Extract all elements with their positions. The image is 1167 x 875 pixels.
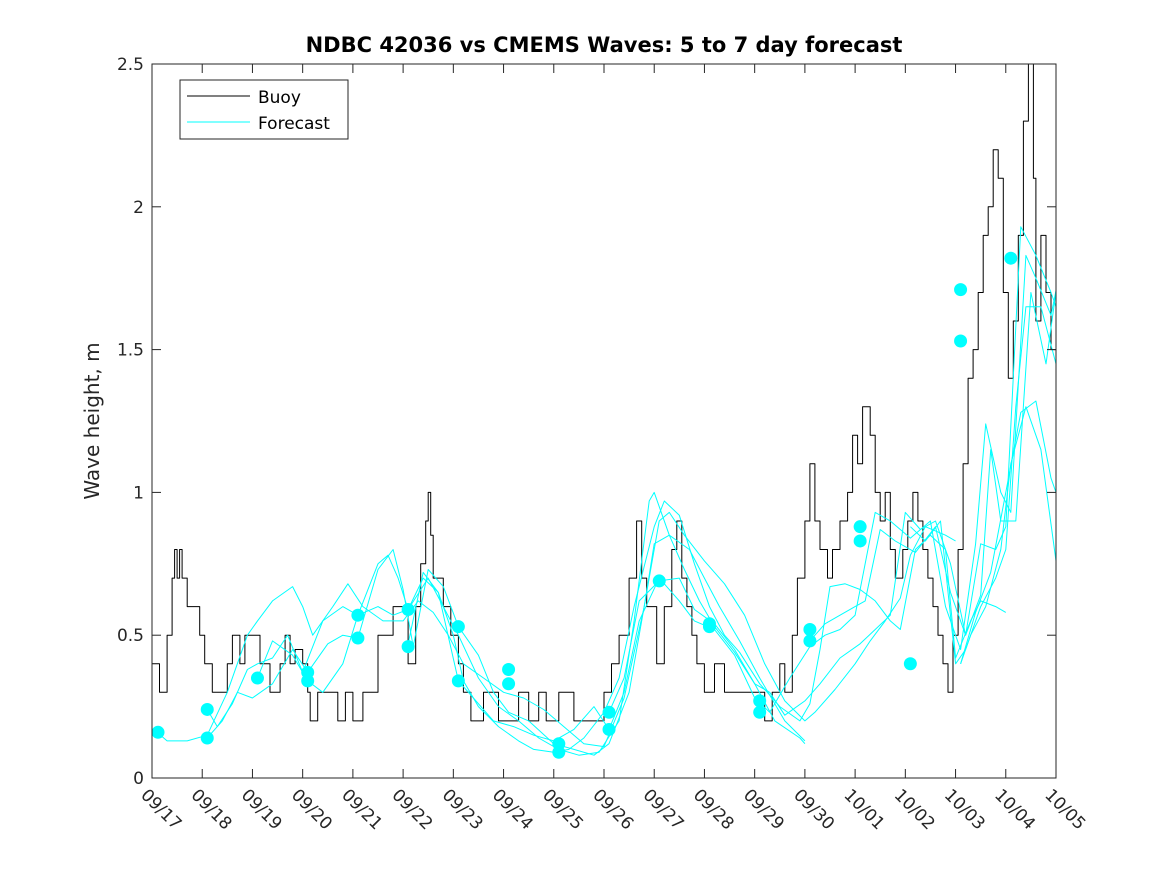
- forecast-series-line: [407, 254, 1056, 742]
- forecast-series-line: [206, 491, 806, 756]
- plot-area: [152, 64, 1056, 778]
- forecast-marker: [753, 705, 767, 719]
- legend: Buoy Forecast: [179, 79, 349, 140]
- forecast-marker: [401, 640, 415, 654]
- forecast-marker: [602, 722, 616, 736]
- forecast-series-line: [910, 306, 1056, 665]
- forecast-marker: [602, 705, 616, 719]
- forecast-marker: [200, 702, 214, 716]
- chart-title: NDBC 42036 vs CMEMS Waves: 5 to 7 day fo…: [306, 33, 903, 57]
- forecast-marker: [1004, 251, 1018, 265]
- legend-buoy-label: Buoy: [258, 88, 301, 108]
- forecast-marker: [451, 620, 465, 634]
- forecast-series-line: [608, 287, 1056, 716]
- forecast-series-line: [156, 534, 806, 748]
- forecast-marker: [702, 620, 716, 634]
- forecast-marker: [451, 674, 465, 688]
- forecast-series-line: [257, 500, 1007, 753]
- forecast-marker: [152, 725, 165, 739]
- forecast-marker: [954, 334, 968, 348]
- forecast-marker: [351, 608, 365, 622]
- forecast-marker: [753, 694, 767, 708]
- forecast-marker: [803, 622, 817, 636]
- y-tick-label: 1.5: [117, 341, 144, 361]
- forecast-marker: [652, 574, 666, 588]
- buoy-series-line: [152, 64, 1056, 722]
- forecast-marker: [803, 634, 817, 648]
- legend-box: [179, 79, 349, 140]
- forecast-marker: [200, 731, 214, 745]
- forecast-marker: [502, 677, 516, 691]
- forecast-marker: [401, 602, 415, 616]
- forecast-marker: [351, 631, 365, 645]
- forecast-series-line: [206, 511, 956, 756]
- y-tick-label: 0.5: [117, 626, 144, 646]
- y-tick-label: 0: [133, 769, 144, 789]
- y-axis-label: Wave height, m: [80, 342, 104, 499]
- forecast-marker: [552, 745, 566, 759]
- forecast-marker: [250, 671, 264, 685]
- forecast-marker: [853, 520, 867, 534]
- forecast-marker: [502, 662, 516, 676]
- forecast-marker: [954, 283, 968, 297]
- y-tick-label: 2: [133, 198, 144, 218]
- forecast-series-line: [960, 400, 1056, 664]
- forecast-marker: [301, 674, 315, 688]
- forecast-marker: [903, 657, 917, 671]
- forecast-series-line: [960, 406, 1056, 664]
- y-tick-label: 2.5: [117, 55, 144, 75]
- legend-forecast-label: Forecast: [258, 114, 330, 134]
- forecast-marker: [853, 534, 867, 548]
- y-tick-label: 1: [133, 483, 144, 503]
- forecast-series-line: [809, 226, 1056, 642]
